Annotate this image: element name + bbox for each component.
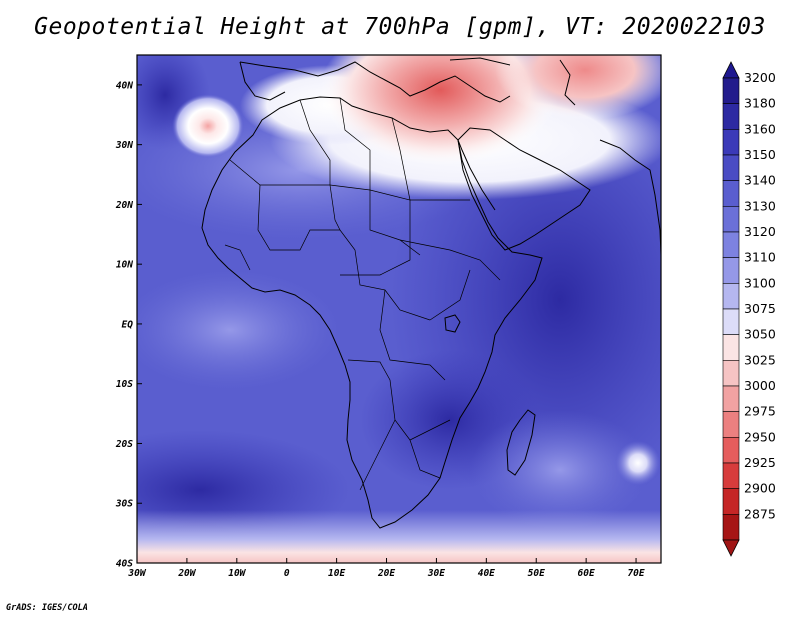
colorbar-label: 3025 [744,352,776,367]
colorbar-label: 3000 [744,378,776,393]
country-borders [224,97,501,491]
grads-credit: GrADS: IGES/COLA [6,603,88,613]
colorbar-swatch [722,437,740,464]
lat-label: 30S [115,499,133,510]
lon-label: 30W [127,568,146,579]
colorbar-swatch [722,103,740,130]
colorbar-label: 2925 [744,455,776,470]
colorbar-label: 3050 [744,327,776,342]
colorbar-swatch [722,385,740,412]
coastlines [201,57,661,529]
lat-label: 10N [116,260,133,271]
lon-axis: 30W 20W 10W 0 10E 20E 30E 40E 50E 60E 70E [127,558,645,579]
lon-label: 20E [377,568,395,579]
colorbar-label: 3150 [744,147,776,162]
lat-label: 20N [115,200,133,211]
lon-label: 10W [228,568,246,579]
colorbar-label: 3100 [744,275,776,290]
lat-label: 40N [116,80,133,91]
colorbar-label: 2900 [744,481,776,496]
lon-label: 0 [284,568,290,579]
colorbar-label: 2975 [744,404,776,419]
colorbar-swatch [722,257,740,284]
lat-label: 30N [115,140,133,151]
map-title: Geopotential Height at 700hPa [gpm], VT:… [34,14,766,40]
colorbar-swatch [722,462,740,489]
lat-label: 10S [116,379,133,390]
colorbar-label: 3130 [744,198,776,213]
lon-label: 70E [627,568,644,579]
colorbar-swatch [722,154,740,181]
colorbar-label: 3120 [744,224,776,239]
colorbar-top-arrow [722,61,740,79]
colorbar-label: 3110 [744,250,776,265]
colorbar-label: 2950 [744,429,776,444]
colorbar-bottom-arrow [722,539,740,557]
colorbar-swatch [722,180,740,207]
colorbar-label: 3180 [744,96,776,111]
colorbar-swatch [722,206,740,233]
colorbar: 3200 3180 3160 3150 3140 3130 3120 3110 3100 3075… [722,61,776,557]
lat-label: EQ [122,319,134,330]
lon-label: 10E [328,568,345,579]
colorbar-label: 3075 [744,301,776,316]
height-field [137,55,661,563]
colorbar-swatch [722,308,740,335]
plot-frame [136,54,662,564]
lat-label: 20S [115,439,133,450]
lon-label: 20W [177,568,196,579]
lat-label: 40S [116,559,133,570]
lon-label: 60E [578,568,595,579]
colorbar-label: 3200 [744,70,776,85]
colorbar-label: 3160 [744,121,776,136]
lon-label: 30E [427,568,445,579]
colorbar-swatch [722,129,740,156]
colorbar-swatch [722,488,740,515]
colorbar-swatch [722,77,740,104]
colorbar-swatch [722,411,740,438]
colorbar-label: 2875 [744,506,776,521]
colorbar-label: 3140 [744,173,776,188]
lon-label: 40E [478,568,495,579]
colorbar-swatch [722,283,740,310]
colorbar-swatch [722,514,740,541]
lon-label: 50E [528,568,545,579]
colorbar-swatch [722,231,740,258]
colorbar-swatch [722,334,740,361]
colorbar-swatch [722,360,740,387]
lat-axis: 40N 30N 20N 10N EQ 10S 20S 30S 40S [115,80,142,570]
